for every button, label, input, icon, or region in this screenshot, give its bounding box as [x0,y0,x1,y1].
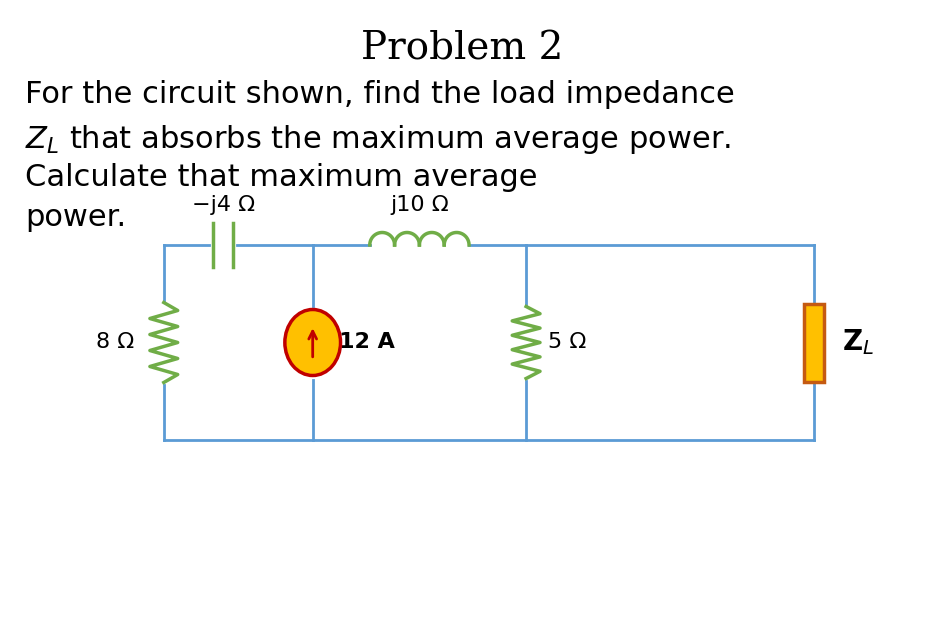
Text: −j4 Ω: −j4 Ω [192,195,255,215]
Text: j10 Ω: j10 Ω [390,195,449,215]
Bar [804,304,824,382]
Text: 8 Ω: 8 Ω [96,333,134,352]
Text: $Z_L$ that absorbs the maximum average power.: $Z_L$ that absorbs the maximum average p… [25,123,731,156]
Ellipse shape [285,309,340,375]
Text: power.: power. [25,203,126,232]
Text: For the circuit shown, find the load impedance: For the circuit shown, find the load imp… [25,80,734,109]
Text: Problem 2: Problem 2 [362,30,564,67]
Text: 12 A: 12 A [338,333,394,352]
Text: 5 Ω: 5 Ω [548,333,586,352]
Text: $\mathbf{Z}_L$: $\mathbf{Z}_L$ [842,328,874,358]
Text: Calculate that maximum average: Calculate that maximum average [25,163,538,192]
